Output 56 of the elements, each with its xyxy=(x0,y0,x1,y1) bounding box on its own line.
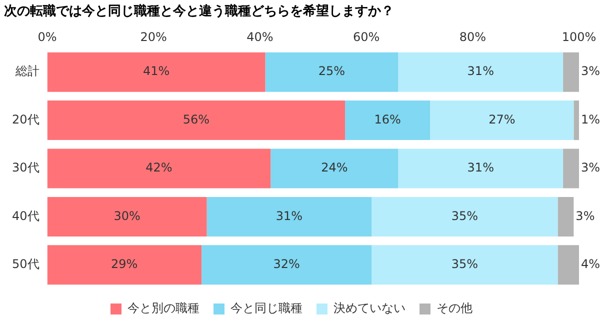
y-tick-label: 総計 xyxy=(14,64,40,78)
y-tick-label: 30代 xyxy=(12,160,40,175)
data-label: 32% xyxy=(273,257,300,272)
legend-label: その他 xyxy=(436,301,472,316)
legend-label: 決めていない xyxy=(334,301,406,316)
bar xyxy=(201,245,372,285)
chart-title: 次の転職では今と同じ職種と今と違う職種どちらを希望しますか？ xyxy=(4,3,394,20)
bar xyxy=(47,196,207,236)
data-label: 3% xyxy=(581,64,600,78)
x-tick-label: 0% xyxy=(38,30,57,44)
bar xyxy=(430,100,574,140)
data-label: 31% xyxy=(467,160,494,175)
data-label: 41% xyxy=(142,64,170,78)
data-label: 30% xyxy=(114,208,140,223)
data-label: 29% xyxy=(111,257,138,272)
bar xyxy=(265,52,398,92)
bar xyxy=(558,196,574,236)
data-label: 24% xyxy=(321,160,348,175)
bar xyxy=(270,148,398,188)
data-label: 3% xyxy=(576,208,595,223)
data-label: 35% xyxy=(451,208,478,223)
data-label: 35% xyxy=(451,257,478,272)
bar xyxy=(345,100,430,140)
bar xyxy=(398,52,564,92)
bar xyxy=(558,245,579,285)
bar xyxy=(574,100,579,140)
x-tick-label: 40% xyxy=(246,30,274,44)
data-label: 3% xyxy=(581,160,600,175)
x-tick-label: 60% xyxy=(352,30,380,44)
x-tick-label: 80% xyxy=(459,30,486,44)
legend-label: 今と同じ職種 xyxy=(230,301,302,316)
bar xyxy=(47,148,271,188)
data-label: 31% xyxy=(467,64,494,78)
bar xyxy=(563,148,579,188)
x-tick-label: 20% xyxy=(140,30,167,44)
data-label: 16% xyxy=(374,112,401,126)
data-label: 27% xyxy=(488,112,516,126)
y-tick-label: 20代 xyxy=(12,112,40,126)
y-tick-label: 40代 xyxy=(12,208,40,223)
bar xyxy=(47,245,202,285)
data-label: 31% xyxy=(276,208,303,223)
bar xyxy=(372,245,558,285)
data-label: 1% xyxy=(581,112,600,126)
bar xyxy=(47,52,266,92)
data-label: 56% xyxy=(182,112,210,126)
legend-label: 今と別の職種 xyxy=(128,301,200,316)
bar xyxy=(398,148,564,188)
bar xyxy=(47,100,346,140)
data-label: 42% xyxy=(146,160,172,175)
bar xyxy=(563,52,579,92)
data-label: 25% xyxy=(318,64,346,78)
y-tick-label: 50代 xyxy=(12,257,40,272)
x-tick-label: 100% xyxy=(562,30,596,44)
data-label: 4% xyxy=(581,257,600,272)
bar xyxy=(372,196,558,236)
bar xyxy=(206,196,372,236)
